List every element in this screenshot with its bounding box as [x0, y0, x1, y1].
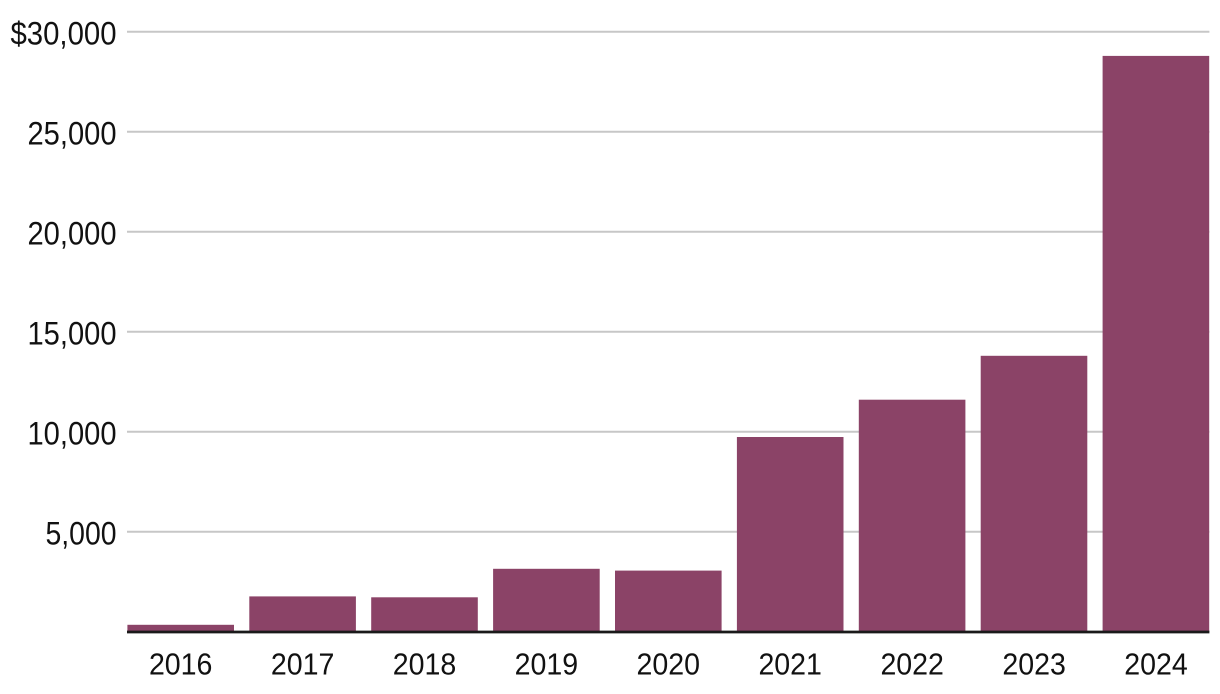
svg-text:15,000: 15,000 — [28, 315, 117, 351]
svg-text:$30,000: $30,000 — [11, 15, 117, 51]
svg-text:2022: 2022 — [880, 646, 944, 681]
svg-text:2020: 2020 — [637, 646, 701, 681]
svg-text:2018: 2018 — [393, 646, 457, 681]
svg-text:2023: 2023 — [1002, 646, 1066, 681]
svg-text:2016: 2016 — [149, 646, 213, 681]
svg-text:2024: 2024 — [1124, 646, 1188, 681]
svg-text:2021: 2021 — [758, 646, 822, 681]
svg-text:2019: 2019 — [515, 646, 579, 681]
svg-text:10,000: 10,000 — [28, 415, 117, 451]
svg-text:2017: 2017 — [271, 646, 335, 681]
svg-text:5,000: 5,000 — [46, 515, 117, 551]
svg-text:20,000: 20,000 — [28, 215, 117, 251]
svg-text:25,000: 25,000 — [28, 115, 117, 151]
